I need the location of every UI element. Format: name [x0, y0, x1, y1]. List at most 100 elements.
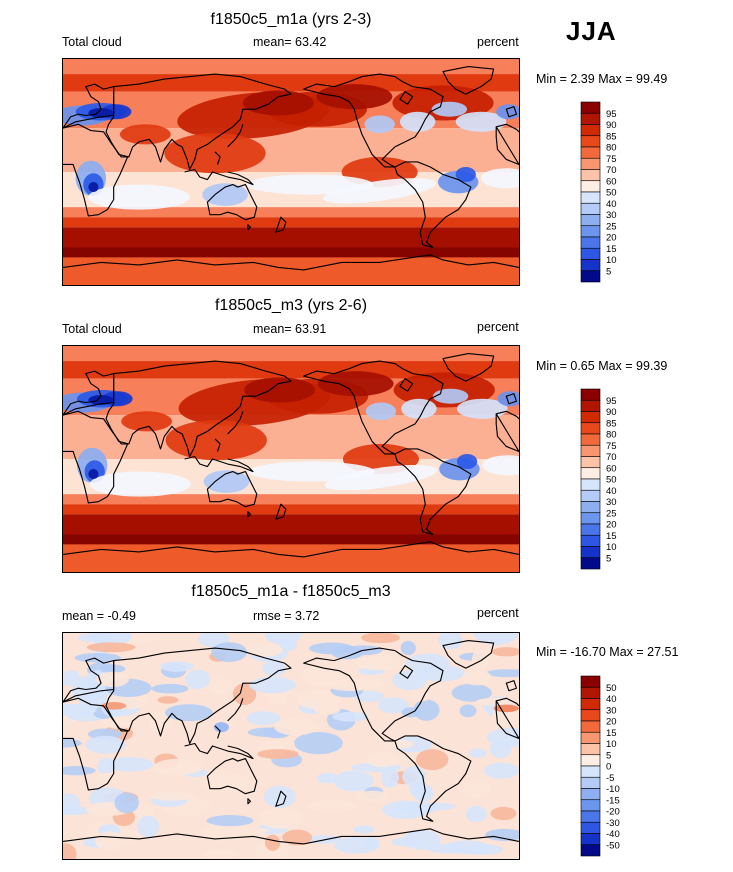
colorbar-box: [580, 270, 601, 283]
colorbar-tick-label: 5: [606, 750, 611, 761]
panel3-rmse-label: rmse = 3.72: [253, 609, 320, 623]
colorbar-box: [580, 698, 601, 711]
colorbar-tick-label: 50: [606, 188, 617, 199]
colorbar-box: [580, 720, 601, 733]
colorbar-tick-label: 50: [606, 475, 617, 486]
colorbar-tick-label: 70: [606, 165, 617, 176]
panel2-title: f1850c5_m3 (yrs 2-6): [214, 297, 368, 314]
colorbar-box: [580, 512, 601, 525]
colorbar-box: [580, 467, 601, 480]
colorbar-box: [580, 546, 601, 559]
panel1-map: [62, 58, 520, 286]
colorbar-tick-label: 15: [606, 531, 617, 542]
colorbar-tick-label: 90: [606, 120, 617, 131]
panel3-mean-label: mean = -0.49: [62, 609, 137, 623]
colorbar-tick-label: -10: [606, 784, 620, 795]
coastline-namerica: [303, 360, 444, 455]
coastline-australia: [206, 470, 258, 518]
coastline-asia: [105, 360, 292, 458]
coastline-africa: [63, 410, 519, 504]
panel2-units-label: percent: [477, 320, 519, 334]
colorbar-tick-label: -40: [606, 829, 620, 840]
colorbar-box: [580, 124, 601, 137]
colorbar-box: [580, 821, 601, 834]
coastline-nz: [275, 503, 287, 520]
colorbar-box: [580, 191, 601, 204]
colorbar-tick-label: 85: [606, 131, 617, 142]
panel2-colorbar: 95 90 85 80 75 70 60 50 40 30 25 20 15 10 5: [580, 388, 640, 577]
coastline-europe: [63, 657, 518, 703]
colorbar-box: [580, 388, 601, 401]
colorbar-box: [580, 135, 601, 148]
coastline-namerica: [303, 647, 444, 742]
colorbar-tick-label: -5: [606, 773, 614, 784]
panel3-minmax-label: Min = -16.70 Max = 27.51: [536, 645, 679, 659]
colorbar-tick-label: -30: [606, 818, 620, 829]
panel2-map-svg: [63, 346, 519, 572]
coastline-samerica: [394, 735, 472, 822]
coastline-seasia: [184, 124, 254, 186]
coastline-namerica: [303, 73, 444, 168]
panel1-variable-label: Total cloud: [62, 35, 122, 49]
colorbar-box: [580, 833, 601, 846]
panel2-variable-label: Total cloud: [62, 322, 122, 336]
colorbar-tick-label: 80: [606, 143, 617, 154]
colorbar-box: [580, 422, 601, 435]
colorbar-tick-label: 5: [606, 553, 611, 564]
colorbar-tick-label: 75: [606, 154, 617, 165]
colorbar-box: [580, 180, 601, 193]
colorbar-box: [580, 214, 601, 227]
panel2-map: [62, 345, 520, 573]
colorbar-tick-label: 10: [606, 542, 617, 553]
colorbar-box: [580, 501, 601, 514]
colorbar-tick-label: 30: [606, 210, 617, 221]
coastline-antarctica: [63, 254, 519, 271]
colorbar-tick-label: 25: [606, 221, 617, 232]
colorbar-box: [580, 788, 601, 801]
colorbar-box: [580, 433, 601, 446]
panel3-units-label: percent: [477, 606, 519, 620]
coastline-nz: [275, 216, 287, 233]
panel2-mean-label: mean= 63.91: [253, 322, 327, 336]
coastline-seasia: [184, 698, 254, 760]
panel1-colorbar: 95 90 85 80 75 70 60 50 40 30 25 20 15 10 5: [580, 101, 640, 290]
colorbar-box: [580, 523, 601, 536]
coastline-africa: [63, 123, 519, 217]
colorbar-tick-label: 20: [606, 233, 617, 244]
panel3-colorbar: 50 40 30 20 15 10 5 0 -5 -10 -15 -20 -30 -40 -50: [580, 675, 640, 864]
coastline-samerica: [394, 161, 472, 248]
colorbar-box: [580, 202, 601, 215]
colorbar-tick-label: 40: [606, 199, 617, 210]
coastline-europe: [63, 370, 518, 416]
panel1-title: f1850c5_m1a (yrs 2-3): [210, 11, 372, 28]
coastline-asia: [105, 647, 292, 745]
colorbar-box: [580, 844, 601, 857]
colorbar-tick-label: 95: [606, 109, 617, 120]
colorbar-box: [580, 534, 601, 547]
colorbar-box: [580, 169, 601, 182]
colorbar-tick-label: 50: [606, 683, 617, 694]
colorbar-box: [580, 236, 601, 249]
colorbar-box: [580, 799, 601, 812]
panel1-minmax-label: Min = 2.39 Max = 99.49: [536, 72, 668, 86]
colorbar-box: [580, 709, 601, 722]
coastline-antarctica: [63, 541, 519, 558]
colorbar-box: [580, 247, 601, 260]
season-label: JJA: [566, 16, 617, 46]
colorbar-box: [580, 225, 601, 238]
panel1-mean-label: mean= 63.42: [253, 35, 327, 49]
colorbar-tick-label: 40: [606, 694, 617, 705]
coastline-nz: [275, 790, 287, 807]
colorbar-tick-label: 15: [606, 244, 617, 255]
colorbar-tick-label: 95: [606, 396, 617, 407]
coastline-europe: [63, 83, 518, 129]
colorbar-box: [580, 754, 601, 767]
colorbar-box: [580, 810, 601, 823]
coastline-australia: [206, 757, 258, 805]
colorbar-tick-label: 60: [606, 463, 617, 474]
colorbar-box: [580, 157, 601, 170]
colorbar-box: [580, 686, 601, 699]
colorbar-tick-label: -50: [606, 840, 620, 851]
colorbar-box: [580, 489, 601, 502]
colorbar-box: [580, 731, 601, 744]
